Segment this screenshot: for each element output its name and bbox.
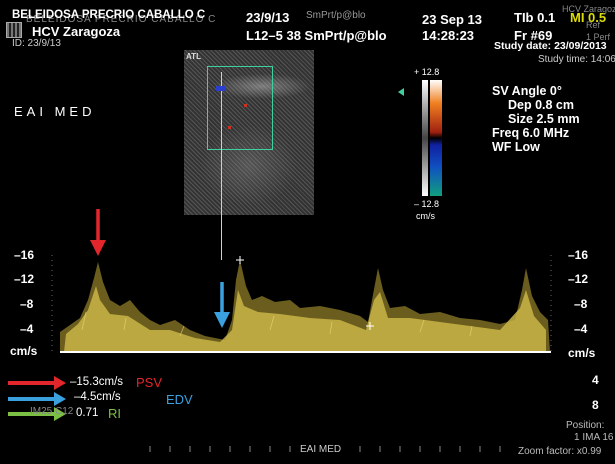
patient-name-ghost: BELEIDOSA PRECRIO CABALLO C: [26, 14, 217, 25]
params-block: SV Angle 0° Dep 0.8 cm Size 2.5 mm Freq …: [492, 84, 580, 154]
time-label: 14:28:23: [422, 28, 475, 43]
bmode-brand: ATL: [186, 52, 201, 61]
edv-arrow-icon: [214, 282, 230, 328]
spectrum-fill: [60, 260, 550, 352]
edv-caliper-icon: [366, 322, 374, 330]
edv-legend-arrow-icon: [8, 392, 66, 406]
date-label: 23 Sep 13: [422, 12, 482, 27]
ti-label: TIb 0.1: [514, 10, 556, 25]
patient-id: ID: 23/9/13: [12, 38, 61, 49]
sample-gate-marker[interactable]: [216, 86, 226, 91]
flow-dot: [244, 104, 247, 107]
ref-ghost: Ref: [586, 20, 601, 30]
color-scale-bottom: – 12.8: [414, 199, 440, 209]
spectral-waveform: [60, 260, 550, 352]
position-value: 1 IMA 16: [574, 432, 614, 443]
clinic-logo-icon: [6, 22, 22, 38]
left-tick-16: –16: [14, 248, 35, 262]
study-date: Study date: 23/09/2013: [494, 40, 607, 52]
roi-box[interactable]: [207, 66, 273, 150]
flow-dot: [228, 126, 231, 129]
spectrum-speckle: [81, 311, 473, 337]
cursor-line: [221, 72, 222, 260]
edv-value: –4.5cm/s: [74, 391, 121, 403]
right-tick-8: –8: [574, 297, 588, 311]
frequency: Freq 6.0 MHz: [492, 126, 570, 140]
ri-label: RI: [108, 406, 121, 421]
probe-label: L12–5 38 SmPrt/p@blo: [246, 28, 387, 43]
study-time: Study time: 14:06:03: [538, 54, 615, 65]
right-tick-pos4: 4: [592, 373, 599, 387]
hospital-name: HCV Zaragoza: [32, 24, 121, 39]
left-unit: cm/s: [10, 344, 38, 358]
hospital-ghost: HCV Zaragoza: [562, 4, 615, 14]
right-tick-12: –12: [568, 272, 589, 286]
preset-ghost: SmPrt/p@blo: [306, 10, 366, 21]
perf-ghost: 1 Perf: [586, 32, 611, 42]
left-scale-line: [51, 255, 552, 352]
ri-value: 0.71: [76, 407, 99, 419]
footer-eai-med: EAI MED: [300, 444, 342, 455]
psv-value: –15.3cm/s: [70, 376, 124, 388]
scale-pointer-icon: [398, 88, 404, 96]
left-tick-4: –4: [20, 322, 34, 336]
right-tick-pos8: 8: [592, 398, 599, 412]
sv-angle: SV Angle 0°: [492, 84, 562, 98]
left-tick-12: –12: [14, 272, 35, 286]
psv-label: PSV: [136, 375, 163, 390]
color-scale-gray: [422, 80, 428, 196]
left-tick-8: –8: [20, 297, 34, 311]
exam-date-short: 23/9/13: [246, 10, 290, 25]
gate-size: Size 2.5 mm: [508, 112, 580, 126]
wall-filter: WF Low: [492, 140, 540, 154]
psv-caliper-icon: [236, 256, 244, 264]
frame-label: Fr #69: [514, 28, 553, 43]
position-label: Position:: [566, 420, 605, 431]
right-tick-16: –16: [568, 248, 589, 262]
eai-med-label: EAI MED: [14, 104, 96, 119]
spectrum-core: [64, 286, 546, 352]
bmode-image: [184, 50, 314, 215]
color-scale-bar: [430, 80, 442, 196]
color-scale-top: + 12.8: [414, 67, 440, 77]
color-scale-unit: cm/s: [416, 211, 435, 221]
depth: Dep 0.8 cm: [508, 98, 575, 112]
right-tick-4: –4: [574, 322, 588, 336]
psv-legend-arrow-icon: [8, 376, 66, 390]
edv-label: EDV: [166, 392, 193, 407]
zoom-factor: Zoom factor: x0.99: [518, 446, 602, 457]
ri-ghost: IM25 C12: [30, 406, 74, 417]
mi-label: MI 0.5: [570, 10, 607, 25]
psv-arrow-icon: [90, 209, 106, 256]
right-unit: cm/s: [568, 346, 596, 360]
patient-name: BELEIDOSA PRECRIO CABALLO C: [12, 9, 206, 21]
